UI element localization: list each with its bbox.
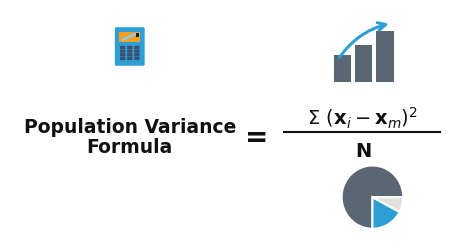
Bar <box>119 32 140 42</box>
FancyBboxPatch shape <box>120 50 126 53</box>
Text: Population Variance: Population Variance <box>24 118 236 138</box>
Wedge shape <box>373 197 403 212</box>
FancyBboxPatch shape <box>127 53 132 56</box>
FancyBboxPatch shape <box>134 53 139 56</box>
FancyBboxPatch shape <box>120 46 126 49</box>
Wedge shape <box>373 197 400 229</box>
FancyBboxPatch shape <box>127 46 132 49</box>
Bar <box>334 55 351 82</box>
FancyBboxPatch shape <box>127 50 132 53</box>
FancyBboxPatch shape <box>120 53 126 56</box>
Bar <box>136 33 139 37</box>
Text: Formula: Formula <box>87 138 173 157</box>
Text: =: = <box>245 124 269 152</box>
Text: $\Sigma\ (\mathbf{x}_i - \mathbf{x}_m)^2$: $\Sigma\ (\mathbf{x}_i - \mathbf{x}_m)^2… <box>307 105 419 131</box>
Bar <box>355 45 373 82</box>
FancyBboxPatch shape <box>134 46 139 49</box>
FancyBboxPatch shape <box>127 57 132 60</box>
Bar <box>376 31 393 82</box>
Text: $\mathbf{N}$: $\mathbf{N}$ <box>355 142 371 161</box>
FancyBboxPatch shape <box>134 57 139 60</box>
Wedge shape <box>342 165 403 229</box>
FancyBboxPatch shape <box>134 50 139 53</box>
FancyBboxPatch shape <box>120 57 126 60</box>
FancyBboxPatch shape <box>115 27 145 66</box>
